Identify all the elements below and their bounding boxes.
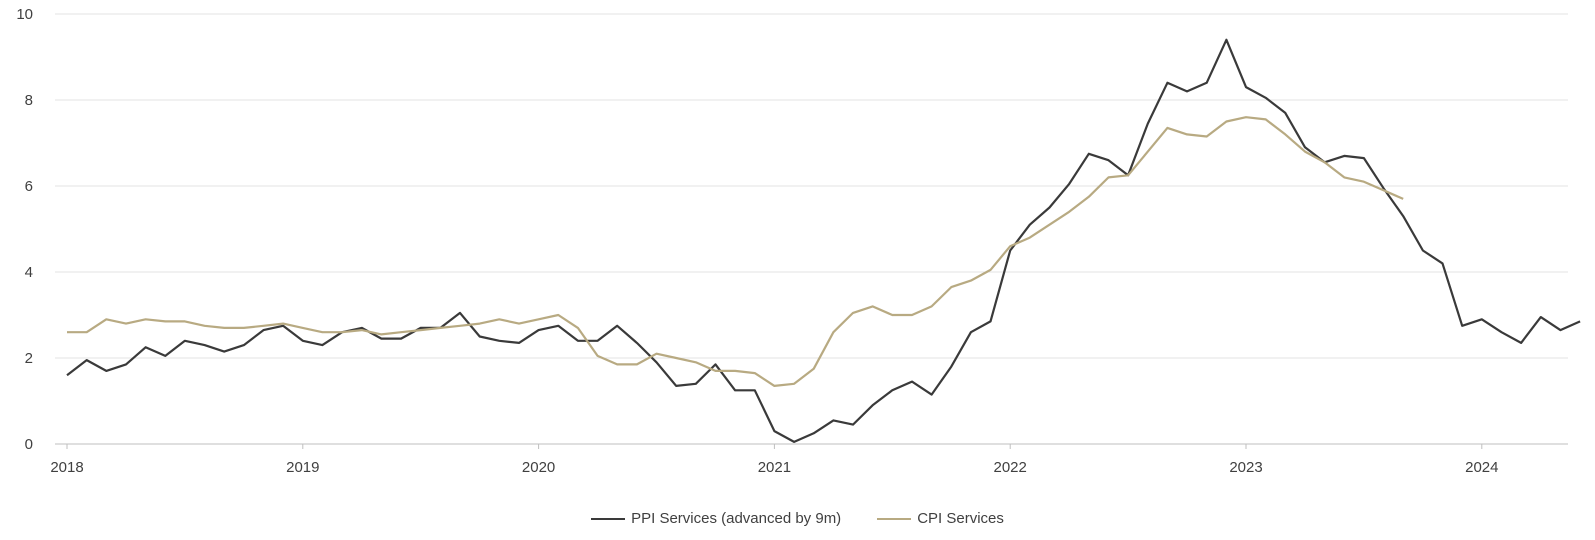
legend-item-cpi: CPI Services (877, 510, 1004, 527)
x-axis-ticks: 2018 2019 2020 2021 2022 2023 2024 (50, 444, 1498, 476)
y-tick-label-6: 6 (25, 178, 33, 195)
x-tick-label-2019: 2019 (286, 459, 319, 476)
series-line-ppi-services (66, 38, 1581, 443)
y-tick-label-10: 10 (16, 6, 33, 23)
y-axis-ticks: 0 2 4 6 8 10 (16, 6, 33, 453)
x-tick-label-2022: 2022 (994, 459, 1027, 476)
series-line-cpi-services (67, 116, 1404, 387)
y-gridlines (55, 13, 1568, 359)
legend-label-cpi: CPI Services (917, 510, 1004, 527)
y-tick-label-8: 8 (25, 92, 33, 109)
legend: PPI Services (advanced by 9m) CPI Servic… (0, 510, 1595, 527)
y-tick-label-0: 0 (25, 436, 33, 453)
legend-swatch-ppi (591, 517, 626, 520)
x-tick-label-2020: 2020 (522, 459, 555, 476)
legend-swatch-cpi (877, 517, 912, 520)
legend-item-ppi: PPI Services (advanced by 9m) (591, 510, 841, 527)
x-tick-label-2018: 2018 (50, 459, 83, 476)
legend-label-ppi: PPI Services (advanced by 9m) (631, 510, 842, 527)
x-tick-label-2021: 2021 (758, 459, 791, 476)
x-tick-label-2024: 2024 (1465, 459, 1498, 476)
y-tick-label-4: 4 (25, 264, 33, 281)
series-lines (66, 38, 1581, 443)
y-tick-label-2: 2 (25, 350, 33, 367)
x-tick-label-2023: 2023 (1229, 459, 1262, 476)
